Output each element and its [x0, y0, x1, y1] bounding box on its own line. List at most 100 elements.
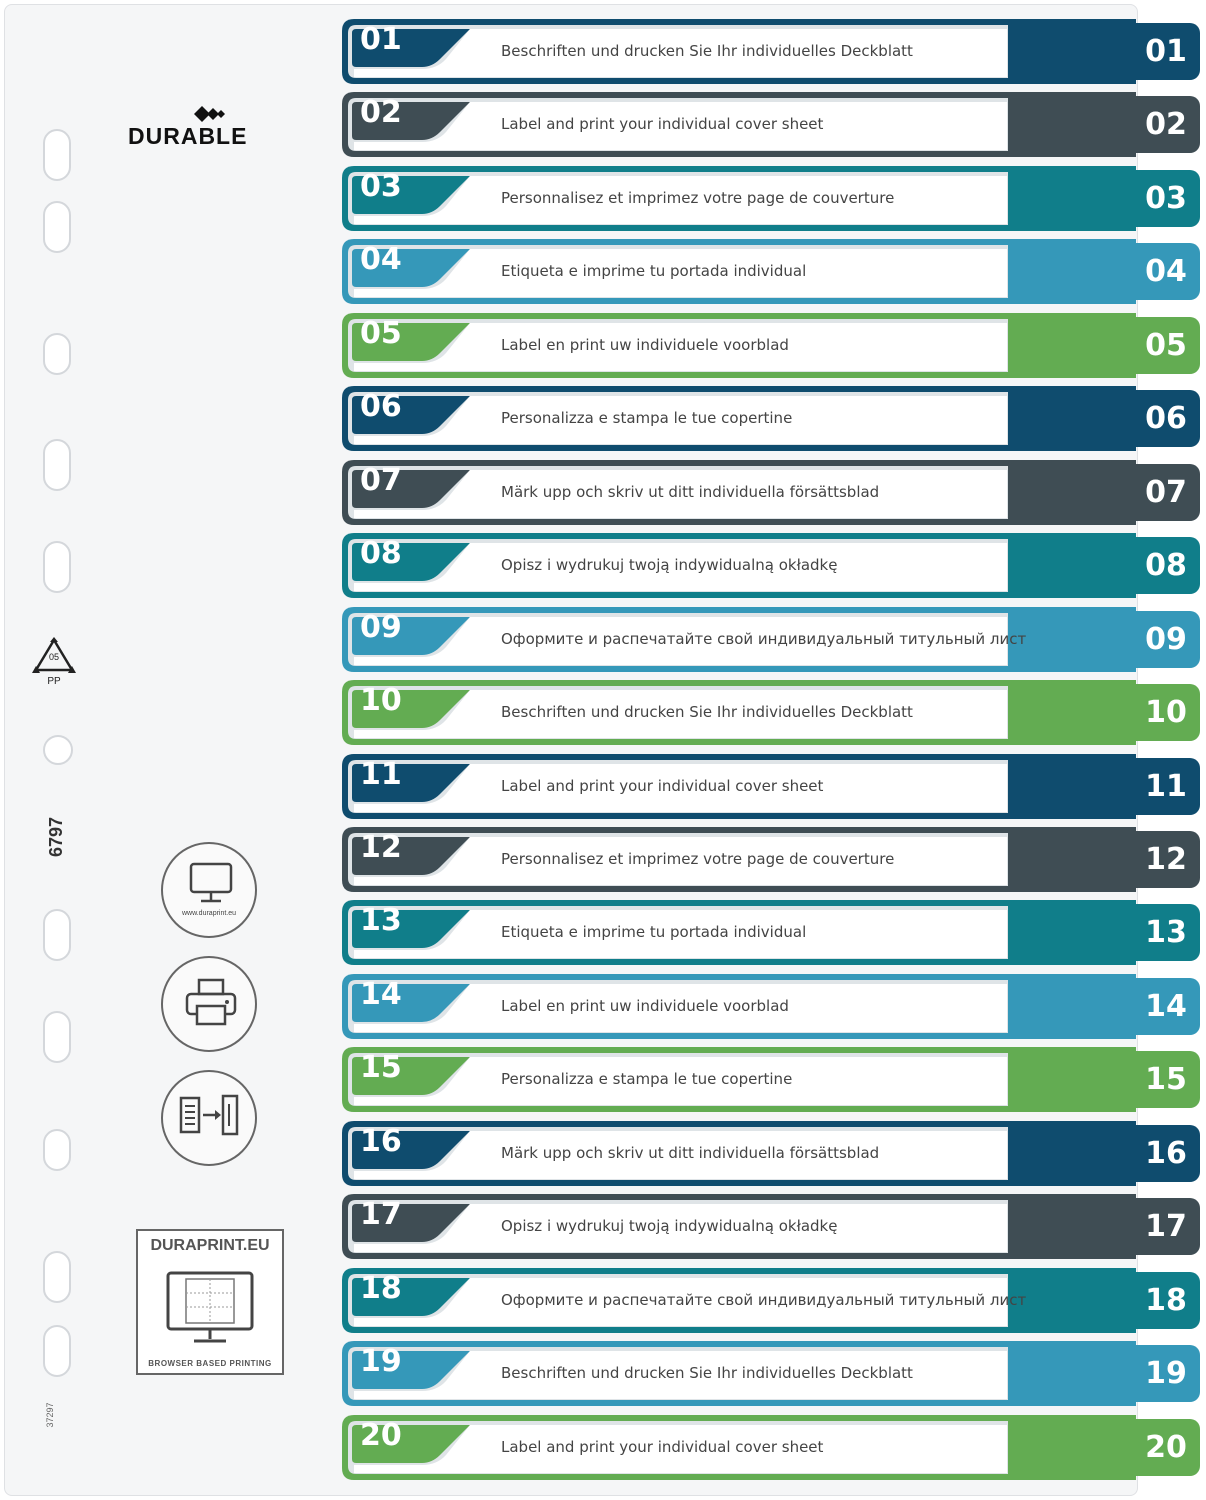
tab-row-frame [342, 1268, 1136, 1333]
tab-row-label: Label and print your individual cover sh… [501, 115, 824, 133]
tab-row-number: 05 [360, 316, 402, 351]
recycle-code: 05 [48, 652, 59, 662]
tab-row-frame [342, 166, 1136, 231]
tab-row-label: Personalizza e stampa le tue copertine [501, 1070, 793, 1088]
tab-row[interactable]: 06 Personalizza e stampa le tue copertine [342, 386, 1136, 451]
index-tab-number: 15 [1145, 1062, 1187, 1097]
index-tab[interactable]: 04 [1136, 243, 1200, 300]
tab-row[interactable]: 14 Label en print uw individuele voorblad [342, 974, 1136, 1039]
duraprint-title: DURAPRINT.EU [150, 1237, 270, 1254]
index-tab[interactable]: 14 [1136, 978, 1200, 1035]
index-tab[interactable]: 09 [1136, 611, 1200, 668]
index-tab-number: 14 [1145, 989, 1187, 1024]
tab-row-frame [342, 1341, 1136, 1406]
tab-row-label: Оформите и распечатайте свой индивидуаль… [501, 630, 1027, 648]
index-tab-number: 10 [1145, 695, 1187, 730]
tab-row-frame [342, 1415, 1136, 1480]
tab-row[interactable]: 02 Label and print your individual cover … [342, 92, 1136, 157]
tab-row[interactable]: 20 Label and print your individual cover … [342, 1415, 1136, 1480]
tab-row[interactable]: 09 Оформите и распечатайте свой индивидуа… [342, 607, 1136, 672]
punch-hole [43, 129, 71, 181]
index-tab-number: 17 [1145, 1209, 1187, 1244]
index-tab[interactable]: 05 [1136, 317, 1200, 374]
tab-row-label: Label en print uw individuele voorblad [501, 997, 789, 1015]
tab-row[interactable]: 07 Märk upp och skriv ut ditt individuell… [342, 460, 1136, 525]
recycle-material: PP [47, 676, 61, 687]
durable-logo-text: DURABLE [128, 123, 248, 149]
index-tab[interactable]: 16 [1136, 1125, 1200, 1182]
index-tab[interactable]: 07 [1136, 464, 1200, 521]
index-tab-number: 11 [1145, 769, 1187, 804]
index-tab-number: 07 [1145, 475, 1187, 510]
tab-row-number: 12 [360, 830, 402, 865]
tab-row-number: 01 [360, 22, 402, 57]
index-tab[interactable]: 03 [1136, 170, 1200, 227]
duraprint-subtitle: BROWSER BASED PRINTING [148, 1359, 272, 1368]
tab-row-label: Label en print uw individuele voorblad [501, 336, 789, 354]
tab-row[interactable]: 18 Оформите и распечатайте свой индивидуа… [342, 1268, 1136, 1333]
tab-row[interactable]: 11 Label and print your individual cover … [342, 754, 1136, 819]
index-tab-number: 03 [1145, 181, 1187, 216]
index-tab-number: 08 [1145, 548, 1187, 583]
tab-row[interactable]: 17 Opisz i wydrukuj twoją indywidualną ok… [342, 1194, 1136, 1259]
tab-row-number: 10 [360, 683, 402, 718]
index-tab[interactable]: 19 [1136, 1345, 1200, 1402]
tab-row-label: Personnalisez et imprimez votre page de … [501, 850, 895, 868]
monitor-caption: www.duraprint.eu [181, 910, 237, 917]
index-tab[interactable]: 18 [1136, 1272, 1200, 1329]
index-tab[interactable]: 10 [1136, 684, 1200, 741]
index-tab-number: 16 [1145, 1136, 1187, 1171]
tab-row[interactable]: 03 Personnalisez et imprimez votre page d… [342, 166, 1136, 231]
printer-circle [161, 956, 257, 1052]
tab-row[interactable]: 15 Personalizza e stampa le tue copertine [342, 1047, 1136, 1112]
index-tab[interactable]: 17 [1136, 1198, 1200, 1255]
index-tab-number: 12 [1145, 842, 1187, 877]
tab-row-frame [342, 974, 1136, 1039]
tab-row[interactable]: 13 Etiqueta e imprime tu portada individu… [342, 900, 1136, 965]
index-tab[interactable]: 06 [1136, 390, 1200, 447]
tab-row-number: 13 [360, 903, 402, 938]
index-tab[interactable]: 13 [1136, 904, 1200, 961]
punch-hole [43, 201, 71, 253]
tab-row-frame [342, 313, 1136, 378]
tab-row-label: Personalizza e stampa le tue copertine [501, 409, 793, 427]
index-tab[interactable]: 02 [1136, 96, 1200, 153]
index-tab[interactable]: 11 [1136, 758, 1200, 815]
index-tab[interactable]: 01 [1136, 23, 1200, 80]
tab-row-frame [342, 460, 1136, 525]
punch-hole [43, 1011, 71, 1063]
punch-hole [43, 541, 71, 593]
tab-row-number: 16 [360, 1124, 402, 1159]
tab-row[interactable]: 16 Märk upp och skriv ut ditt individuell… [342, 1121, 1136, 1186]
index-tab[interactable]: 12 [1136, 831, 1200, 888]
tab-row-frame [342, 680, 1136, 745]
tab-row-number: 04 [360, 242, 402, 277]
tab-row-frame [342, 239, 1136, 304]
tab-row[interactable]: 05 Label en print uw individuele voorblad [342, 313, 1136, 378]
tab-row-number: 09 [360, 610, 402, 645]
tab-row-number: 06 [360, 389, 402, 424]
tab-row[interactable]: 04 Etiqueta e imprime tu portada individu… [342, 239, 1136, 304]
tab-row-number: 08 [360, 536, 402, 571]
tab-row-frame [342, 754, 1136, 819]
tab-row-number: 19 [360, 1344, 402, 1379]
punch-hole [43, 439, 71, 491]
tab-row-number: 14 [360, 977, 402, 1012]
binder-circle [161, 1070, 257, 1166]
tab-row[interactable]: 10 Beschriften und drucken Sie Ihr indivi… [342, 680, 1136, 745]
index-tab[interactable]: 08 [1136, 537, 1200, 594]
punch-hole [43, 1129, 71, 1171]
monitor-icon [189, 862, 233, 903]
index-tab[interactable]: 20 [1136, 1419, 1200, 1476]
tab-row[interactable]: 01 Beschriften und drucken Sie Ihr indivi… [342, 19, 1136, 84]
index-tab-number: 01 [1145, 34, 1187, 69]
index-tab[interactable]: 15 [1136, 1051, 1200, 1108]
tab-row-frame [342, 827, 1136, 892]
tab-row-frame [342, 900, 1136, 965]
tab-row-frame [342, 92, 1136, 157]
tab-row[interactable]: 08 Opisz i wydrukuj twoją indywidualną ok… [342, 533, 1136, 598]
tab-row[interactable]: 19 Beschriften und drucken Sie Ihr indivi… [342, 1341, 1136, 1406]
tab-row-label: Etiqueta e imprime tu portada individual [501, 923, 807, 941]
tab-row[interactable]: 12 Personnalisez et imprimez votre page d… [342, 827, 1136, 892]
printer-icon [185, 978, 237, 1026]
